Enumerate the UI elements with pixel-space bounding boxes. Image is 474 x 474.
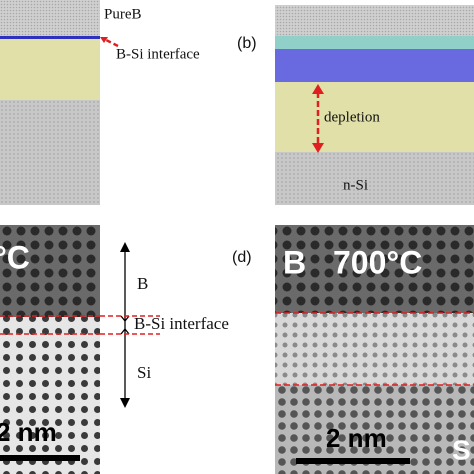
tem-b: [275, 225, 474, 313]
temperature: °C: [0, 239, 30, 275]
layer-label: B: [283, 244, 306, 280]
interface-layer: [0, 36, 100, 39]
panel-d: B 700°C 2 nm S: [275, 225, 474, 474]
pureb-layer: [275, 5, 474, 36]
panel-tag: (d): [232, 249, 252, 266]
tem-si: [0, 317, 100, 474]
depletion-layer: [275, 82, 474, 152]
label: B-Si interface: [116, 46, 200, 62]
si-layer: [275, 152, 474, 205]
pureb-layer: [0, 0, 100, 36]
diagram: (d) B B-Si interface Si: [100, 242, 252, 408]
panel-c: °C 2 nm: [0, 225, 100, 474]
scale-bar: [296, 458, 410, 464]
corner-label: S: [452, 434, 471, 465]
si-layer: [0, 100, 100, 205]
label: B-Si interface: [134, 314, 229, 333]
label: PureB: [104, 6, 142, 22]
interface-layer: [275, 49, 474, 82]
tem-interface: [275, 313, 474, 385]
depletion-layer: [0, 39, 100, 100]
panel-tag: (b): [237, 35, 257, 52]
scale-label: 2 nm: [0, 417, 57, 447]
interface-arrows: [120, 315, 130, 335]
panel-a: PureB B-Si interface: [0, 0, 200, 205]
label: B: [137, 274, 148, 293]
scale-label: 2 nm: [326, 423, 387, 453]
arrow-head: [100, 37, 108, 43]
label: depletion: [324, 109, 380, 125]
tem-b: [0, 225, 100, 317]
temperature: 700°C: [333, 244, 422, 280]
panel-b: (b) depletion n-Si: [237, 5, 474, 205]
label: Si: [137, 363, 151, 382]
label: n-Si: [343, 177, 368, 193]
scale-bar: [0, 455, 80, 461]
arrow: [101, 36, 119, 48]
oxide-layer: [275, 36, 474, 49]
